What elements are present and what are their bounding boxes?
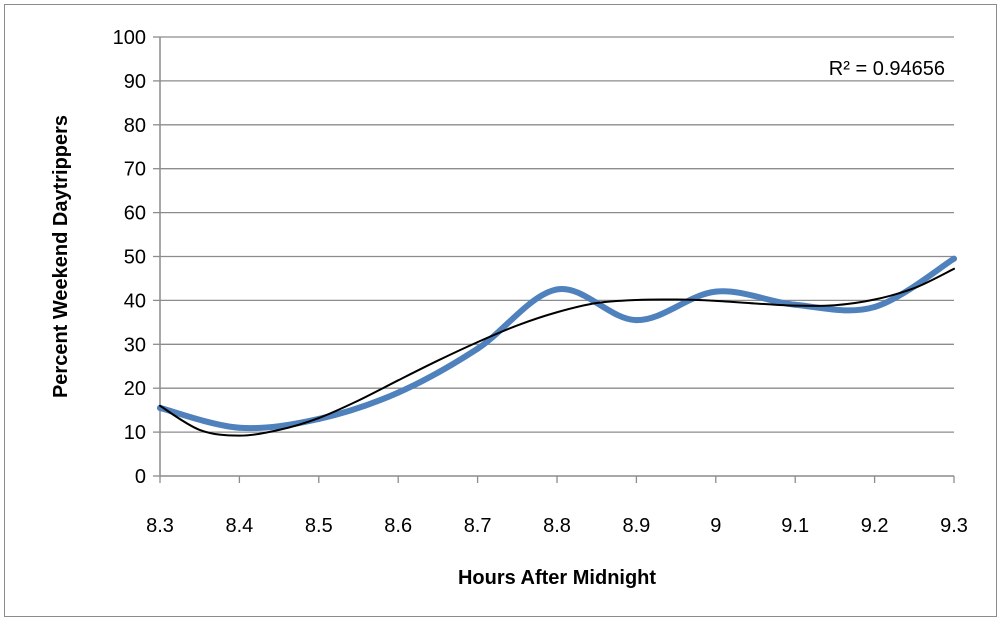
y-tick-label: 40 — [124, 290, 146, 312]
y-tick-label: 60 — [124, 203, 146, 225]
y-tick-label: 50 — [124, 247, 146, 269]
y-tick-label: 100 — [113, 27, 146, 49]
x-tick-label: 8.3 — [146, 515, 174, 537]
data-point — [236, 424, 243, 431]
trendline — [159, 267, 955, 437]
x-tick-label: 8.8 — [543, 515, 571, 537]
x-axis-title: Hours After Midnight — [458, 567, 656, 589]
y-tick-label: 90 — [124, 71, 146, 93]
y-tick-label: 10 — [124, 422, 146, 444]
x-tick-label: 8.6 — [384, 515, 412, 537]
x-tick-label: 9 — [710, 515, 721, 537]
data-point — [951, 255, 957, 262]
axis-layer — [153, 36, 955, 483]
x-tick-label: 9.2 — [861, 515, 889, 537]
data-point — [871, 303, 878, 310]
label-layer: 0 10 20 30 40 50 60 70 80 90 100 8.3 8.4 8.5 8.6 8.7 8.8… — [50, 27, 968, 589]
data-point — [712, 288, 719, 295]
x-tick-label: 9.3 — [940, 515, 968, 537]
x-tick-label: 8.4 — [225, 515, 253, 537]
series-layer — [157, 255, 957, 437]
data-point — [474, 345, 481, 352]
x-tick-label: 8.7 — [464, 515, 492, 537]
y-axis-title: Percent Weekend Daytrippers — [50, 115, 72, 398]
data-point — [395, 389, 402, 396]
data-point — [633, 317, 640, 324]
data-point — [554, 286, 560, 293]
y-tick-label: 30 — [124, 334, 146, 356]
chart-frame: 0 10 20 30 40 50 60 70 80 90 100 8.3 8.4 8.5 8.6 8.7 8.8… — [4, 4, 997, 617]
y-tick-label: 20 — [124, 378, 146, 400]
y-tick-label: 0 — [135, 466, 146, 488]
x-tick-label: 8.5 — [305, 515, 333, 537]
y-tick-label: 80 — [124, 115, 146, 137]
grid-layer — [160, 36, 954, 433]
data-series-line — [157, 255, 957, 432]
x-tick-label: 8.9 — [622, 515, 650, 537]
y-tick-label: 70 — [124, 159, 146, 181]
x-tick-label: 9.1 — [781, 515, 809, 537]
r-squared-annotation: R² = 0.94656 — [829, 58, 945, 80]
chart-svg: 0 10 20 30 40 50 60 70 80 90 100 8.3 8.4 8.5 8.6 8.7 8.8… — [50, 27, 968, 589]
